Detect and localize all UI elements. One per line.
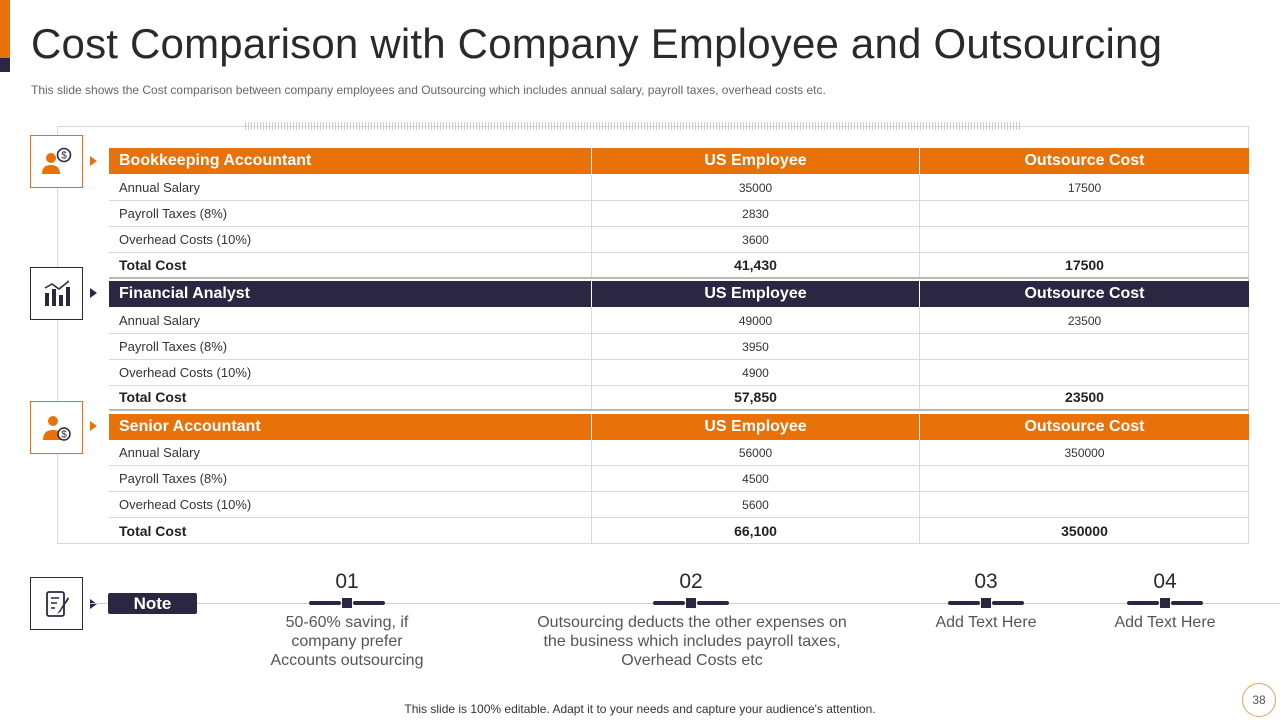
total-label: Total Cost	[109, 518, 592, 544]
outsource-value: 23500	[1067, 313, 1102, 328]
column-header-outsource: Outsource Cost	[1024, 285, 1145, 302]
arrow-icon	[90, 288, 97, 298]
bar-chart-icon	[30, 267, 83, 320]
column-header-us: US Employee	[592, 148, 920, 174]
column-header-outsource: Outsource Cost	[1024, 152, 1145, 169]
column-header-us: US Employee	[592, 281, 920, 307]
us-value: 4900	[592, 360, 920, 385]
accountant-dollar-icon: $	[30, 135, 83, 188]
row-label: Annual Salary	[109, 175, 592, 200]
row-label: Payroll Taxes (8%)	[109, 466, 592, 491]
table-row: Payroll Taxes (8%) 3950	[109, 334, 1249, 360]
table-row: Annual Salary 56000 350000	[109, 440, 1249, 466]
outsource-value	[920, 466, 1249, 491]
page-title: Cost Comparison with Company Employee an…	[31, 20, 1163, 67]
total-row: Total Cost 41,430 17500	[109, 253, 1249, 279]
page-number: 38	[1242, 683, 1276, 717]
column-header-us: US Employee	[592, 414, 920, 440]
svg-text:$: $	[61, 429, 67, 440]
row-label: Annual Salary	[109, 440, 592, 465]
table-header: Bookkeeping Accountant US Employee Outso…	[109, 148, 1249, 174]
outsource-value	[920, 227, 1249, 252]
us-value: 3600	[592, 227, 920, 252]
us-value: 5600	[592, 492, 920, 517]
us-value: 35000	[592, 175, 920, 200]
row-label: Overhead Costs (10%)	[109, 492, 592, 517]
table-row: Annual Salary 35000 17500	[109, 175, 1249, 201]
outsource-value	[920, 201, 1249, 226]
outsource-value	[920, 360, 1249, 385]
arrow-icon	[90, 421, 97, 431]
table-header: Financial Analyst US Employee Outsource …	[109, 281, 1249, 307]
total-us: 66,100	[592, 518, 920, 544]
us-value: 56000	[592, 440, 920, 465]
table-header: Senior Accountant US Employee Outsource …	[109, 414, 1249, 440]
total-row: Total Cost 57,850 23500	[109, 385, 1249, 411]
arrow-icon	[90, 156, 97, 166]
step-text: 50-60% saving, if company prefer Account…	[270, 614, 424, 669]
arrow-icon	[90, 599, 97, 609]
footer-text: This slide is 100% editable. Adapt it to…	[404, 702, 876, 716]
row-label: Annual Salary	[109, 308, 592, 333]
total-outsource: 17500	[1065, 257, 1104, 273]
step-marker	[653, 598, 729, 608]
row-label: Overhead Costs (10%)	[109, 360, 592, 385]
page-subtitle: This slide shows the Cost comparison bet…	[31, 83, 826, 97]
table-row: Annual Salary 49000 23500	[109, 308, 1249, 334]
table-row: Payroll Taxes (8%) 2830	[109, 201, 1249, 227]
total-outsource: 23500	[1065, 389, 1104, 405]
person-dollar-icon: $	[30, 401, 83, 454]
step-marker	[309, 598, 385, 608]
step-text: Outsourcing deducts the other expenses o…	[537, 614, 847, 669]
note-divider	[90, 603, 1280, 604]
total-us: 57,850	[592, 385, 920, 409]
step-marker	[948, 598, 1024, 608]
accent-bar-orange	[0, 0, 10, 58]
outsource-value: 350000	[1064, 445, 1105, 460]
step-number: 03	[974, 570, 998, 593]
step-number: 04	[1153, 570, 1177, 593]
total-us: 41,430	[592, 253, 920, 277]
row-label: Payroll Taxes (8%)	[109, 334, 592, 359]
table-row: Overhead Costs (10%) 3600	[109, 227, 1249, 253]
outsource-value	[920, 334, 1249, 359]
svg-text:$: $	[61, 150, 67, 161]
us-value: 3950	[592, 334, 920, 359]
total-label: Total Cost	[109, 253, 592, 277]
us-value: 4500	[592, 466, 920, 491]
column-header-outsource: Outsource Cost	[1024, 418, 1145, 435]
total-label: Total Cost	[109, 385, 592, 409]
step-text: Add Text Here	[935, 614, 1037, 631]
table-row: Payroll Taxes (8%) 4500	[109, 466, 1249, 492]
accent-bar-dark	[0, 58, 10, 72]
outsource-value: 17500	[1067, 180, 1102, 195]
outsource-value	[920, 492, 1249, 517]
row-label: Overhead Costs (10%)	[109, 227, 592, 252]
table-row: Overhead Costs (10%) 5600	[109, 492, 1249, 518]
role-title: Senior Accountant	[109, 414, 592, 440]
step-text: Add Text Here	[1114, 614, 1216, 631]
step-number: 01	[335, 570, 359, 593]
us-value: 49000	[592, 308, 920, 333]
row-label: Payroll Taxes (8%)	[109, 201, 592, 226]
note-badge: Note	[108, 593, 197, 614]
role-title: Bookkeeping Accountant	[109, 148, 592, 174]
table-row: Overhead Costs (10%) 4900	[109, 360, 1249, 386]
total-outsource: 350000	[1061, 523, 1108, 539]
notepad-pen-icon	[30, 577, 83, 630]
step-number: 02	[679, 570, 703, 593]
step-marker	[1127, 598, 1203, 608]
us-value: 2830	[592, 201, 920, 226]
total-row: Total Cost 66,100 350000	[109, 518, 1249, 544]
role-title: Financial Analyst	[109, 281, 592, 307]
frame-dash-decoration	[245, 122, 1020, 130]
